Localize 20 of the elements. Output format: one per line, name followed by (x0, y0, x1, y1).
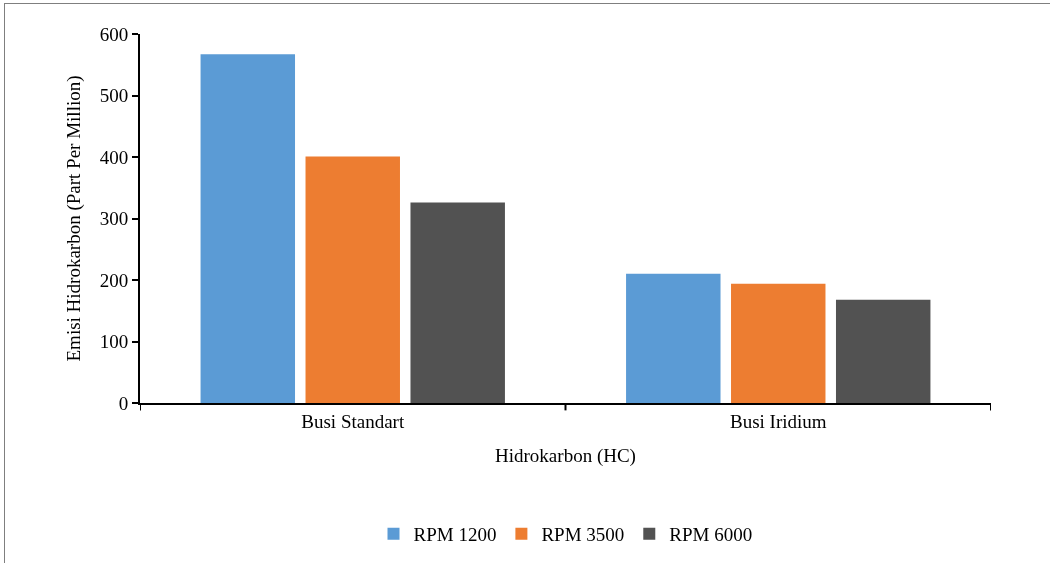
y-tick-label: 0 (118, 392, 129, 414)
bar (305, 156, 400, 403)
bar (200, 54, 296, 403)
y-tick-label: 400 (99, 146, 129, 168)
bar (731, 283, 826, 403)
bar (410, 202, 505, 403)
y-tick-label: 300 (99, 208, 129, 230)
x-axis-title: Hidrokarbon (HC) (495, 445, 636, 468)
y-tick-label: 100 (99, 331, 129, 353)
y-tick-label: 500 (99, 85, 129, 107)
x-tick-label: Busi Standart (301, 410, 405, 432)
bar (626, 273, 721, 403)
y-tick-label: 600 (99, 23, 129, 45)
legend-label: RPM 1200 (413, 524, 497, 546)
y-tick-label: 200 (99, 269, 129, 291)
y-axis-title: Emisi Hidrokarbon (Part Per Million) (63, 75, 86, 362)
legend-label: RPM 3500 (541, 524, 625, 546)
x-tick-label: Busi Iridium (729, 410, 827, 432)
legend-label: RPM 6000 (669, 524, 753, 546)
bar (835, 299, 931, 403)
